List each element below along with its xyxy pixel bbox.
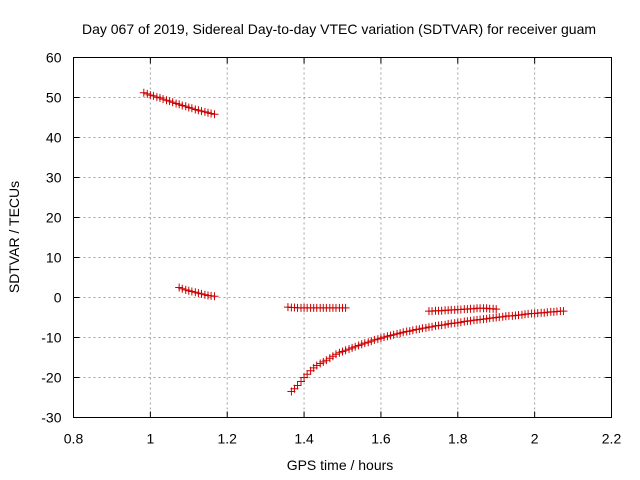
- x-tick-label: 0.8: [64, 431, 84, 447]
- chart-title: Day 067 of 2019, Sidereal Day-to-day VTE…: [82, 21, 596, 37]
- data-point: [210, 110, 219, 119]
- data-point: [389, 330, 398, 339]
- y-tick-label: 50: [46, 90, 62, 106]
- data-point: [312, 361, 321, 370]
- y-tick-label: 0: [54, 290, 62, 306]
- x-tick-label: 2.2: [602, 431, 622, 447]
- grid: [73, 57, 612, 418]
- data-point: [197, 107, 206, 116]
- data-point: [322, 356, 331, 365]
- y-axis-label: SDTVAR / TECUs: [6, 181, 22, 293]
- data-point: [492, 305, 501, 314]
- data-point: [399, 328, 408, 337]
- data-point: [408, 326, 417, 335]
- data-point: [187, 104, 196, 113]
- x-tick-label: 1.6: [371, 431, 391, 447]
- data-point: [139, 88, 148, 97]
- data-point: [187, 287, 196, 296]
- x-tick-label: 1: [146, 431, 154, 447]
- data-points: [139, 88, 568, 396]
- data-point: [351, 342, 360, 351]
- x-axis-label: GPS time / hours: [287, 457, 394, 473]
- y-tick-label: 10: [46, 250, 62, 266]
- data-point: [428, 322, 437, 331]
- data-point: [149, 91, 158, 100]
- data-point: [380, 333, 389, 342]
- axis-ticks: [73, 57, 612, 418]
- y-tick-labels: -30 -20 -10 0 10 20 30 40 50 60: [41, 50, 61, 426]
- data-point: [178, 101, 187, 110]
- data-point: [207, 109, 216, 118]
- data-point: [210, 292, 219, 301]
- data-point: [341, 346, 350, 355]
- y-tick-label: 30: [46, 170, 62, 186]
- data-point: [303, 370, 312, 379]
- data-point: [168, 98, 177, 107]
- x-tick-label: 1.4: [294, 431, 314, 447]
- data-point: [360, 339, 369, 348]
- x-tick-label: 1.2: [217, 431, 237, 447]
- y-tick-label: -20: [41, 370, 61, 386]
- y-tick-label: 20: [46, 210, 62, 226]
- data-point: [456, 318, 465, 327]
- y-tick-label: -10: [41, 330, 61, 346]
- data-point: [559, 307, 568, 316]
- data-point: [293, 381, 302, 390]
- data-point: [341, 303, 350, 312]
- x-tick-label: 1.8: [448, 431, 468, 447]
- x-tick-label: 2: [531, 431, 539, 447]
- data-point: [370, 335, 379, 344]
- y-tick-label: -30: [41, 410, 61, 426]
- y-tick-label: 60: [46, 50, 62, 66]
- data-point: [159, 95, 168, 104]
- data-point: [197, 289, 206, 298]
- plot-frame: [73, 57, 612, 418]
- x-tick-labels: 0.8 1 1.2 1.4 1.6 1.8 2 2.2: [64, 431, 622, 447]
- data-point: [331, 350, 340, 359]
- y-tick-label: 40: [46, 130, 62, 146]
- data-point: [178, 284, 187, 293]
